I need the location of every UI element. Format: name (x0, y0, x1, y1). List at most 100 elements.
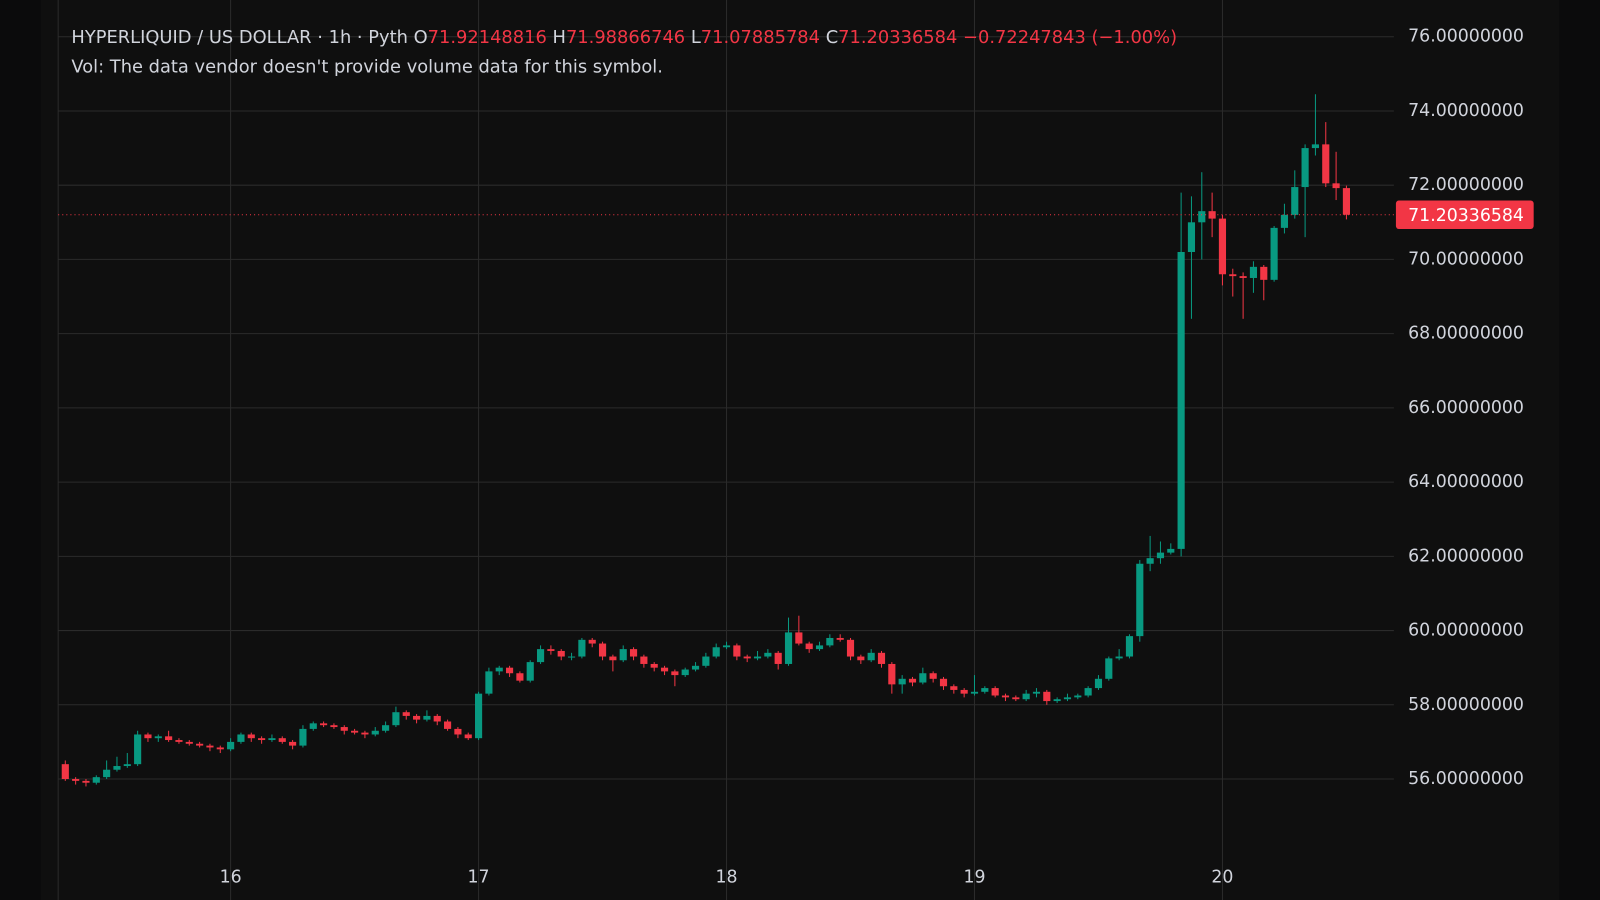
candle-body (433, 715, 441, 722)
candle-body (536, 649, 545, 663)
candle-body (113, 766, 121, 770)
candle-body (1156, 552, 1165, 559)
legend: HYPERLIQUID / US DOLLAR · 1h · Pyth O71.… (71, 27, 1177, 48)
candle-body (784, 632, 793, 664)
x-tick-label: 19 (963, 868, 985, 888)
candle-body (278, 738, 286, 742)
candle-body (1270, 227, 1278, 280)
candle-body (103, 769, 111, 778)
candle-body (857, 656, 865, 661)
candle-body (289, 741, 297, 746)
candles (61, 94, 1350, 787)
candle-body (733, 645, 741, 657)
candle-body (134, 734, 142, 765)
candle-body (1032, 691, 1041, 694)
candle-body (753, 656, 762, 659)
candle-body (774, 652, 782, 664)
candle-body (165, 736, 173, 741)
candle-body (547, 649, 555, 651)
candle-body (908, 678, 917, 683)
candle-body (216, 747, 224, 750)
candle-body (722, 645, 731, 648)
candle-body (691, 665, 700, 670)
x-tick-label: 18 (715, 868, 737, 888)
candle-body (1249, 266, 1258, 278)
candle-body (712, 647, 720, 657)
candle-body (557, 650, 565, 657)
candle-body (485, 671, 493, 694)
candle-body (268, 738, 276, 741)
candle-body (123, 764, 131, 767)
candle-body (1218, 218, 1227, 275)
candle-body (598, 643, 607, 657)
y-tick-label: 58.00000000 (1408, 695, 1524, 715)
candle-body (154, 736, 162, 739)
candle-body (826, 637, 834, 646)
candle-body (1311, 144, 1320, 149)
candle-body (1167, 548, 1175, 553)
candle-body (888, 663, 896, 685)
candle-body (1115, 656, 1123, 659)
candle-body (1198, 211, 1206, 223)
high-value: 71.98866746 (566, 27, 685, 48)
candle-body (371, 730, 379, 735)
candle-body (258, 738, 266, 741)
candle-body (960, 689, 968, 694)
candle-body (640, 656, 648, 664)
close-label: C (826, 27, 838, 48)
close-value: 71.20336584 (838, 27, 957, 48)
candle-body (413, 715, 421, 720)
candle-body (567, 656, 576, 658)
candle-body (247, 734, 255, 739)
candle-body (671, 671, 679, 676)
candle-body (970, 691, 979, 694)
candle-body (423, 715, 431, 720)
candle-body (61, 764, 69, 780)
y-tick-label: 56.00000000 (1408, 769, 1524, 789)
candle-body (836, 637, 844, 640)
candle-body (764, 652, 772, 657)
candle-body (454, 728, 462, 735)
candle-body (629, 649, 638, 657)
candle-body (361, 732, 369, 735)
y-tick-label: 62.00000000 (1408, 546, 1524, 566)
low-value: 71.07885784 (701, 27, 820, 48)
candle-body (1260, 266, 1268, 280)
candle-body (795, 632, 803, 644)
candle-body (82, 780, 90, 783)
y-tick-label: 72.00000000 (1408, 175, 1524, 195)
candle-body (1063, 697, 1072, 700)
candle-body (1146, 558, 1154, 564)
y-tick-label: 74.00000000 (1408, 101, 1524, 121)
candle-body (1125, 636, 1134, 657)
candle-body (681, 669, 689, 676)
candle-body (1332, 183, 1340, 189)
x-tick-label: 20 (1211, 868, 1233, 888)
candle-body (1074, 695, 1082, 698)
candle-body (1280, 214, 1289, 228)
candle-body (299, 728, 307, 746)
candle-body (929, 673, 937, 679)
candle-body (1301, 148, 1309, 188)
candle-body (919, 673, 927, 683)
candle-body (578, 639, 586, 657)
candle-body (950, 686, 958, 690)
candle-body (846, 639, 855, 657)
candle-body (227, 741, 235, 750)
high-label: H (553, 27, 566, 48)
candle-body (981, 688, 989, 692)
candle-body (1291, 187, 1299, 215)
candle-body (72, 779, 80, 781)
candle-body (1229, 274, 1237, 277)
last-price-badge (1395, 200, 1534, 230)
candle-body (867, 652, 875, 661)
candle-body (1043, 691, 1051, 702)
chart-panel (40, 0, 1560, 900)
candle-body (991, 688, 999, 696)
candle-body (1105, 658, 1113, 679)
candle-body (206, 745, 214, 748)
candle-body (351, 730, 359, 733)
candle-body (1136, 563, 1144, 637)
